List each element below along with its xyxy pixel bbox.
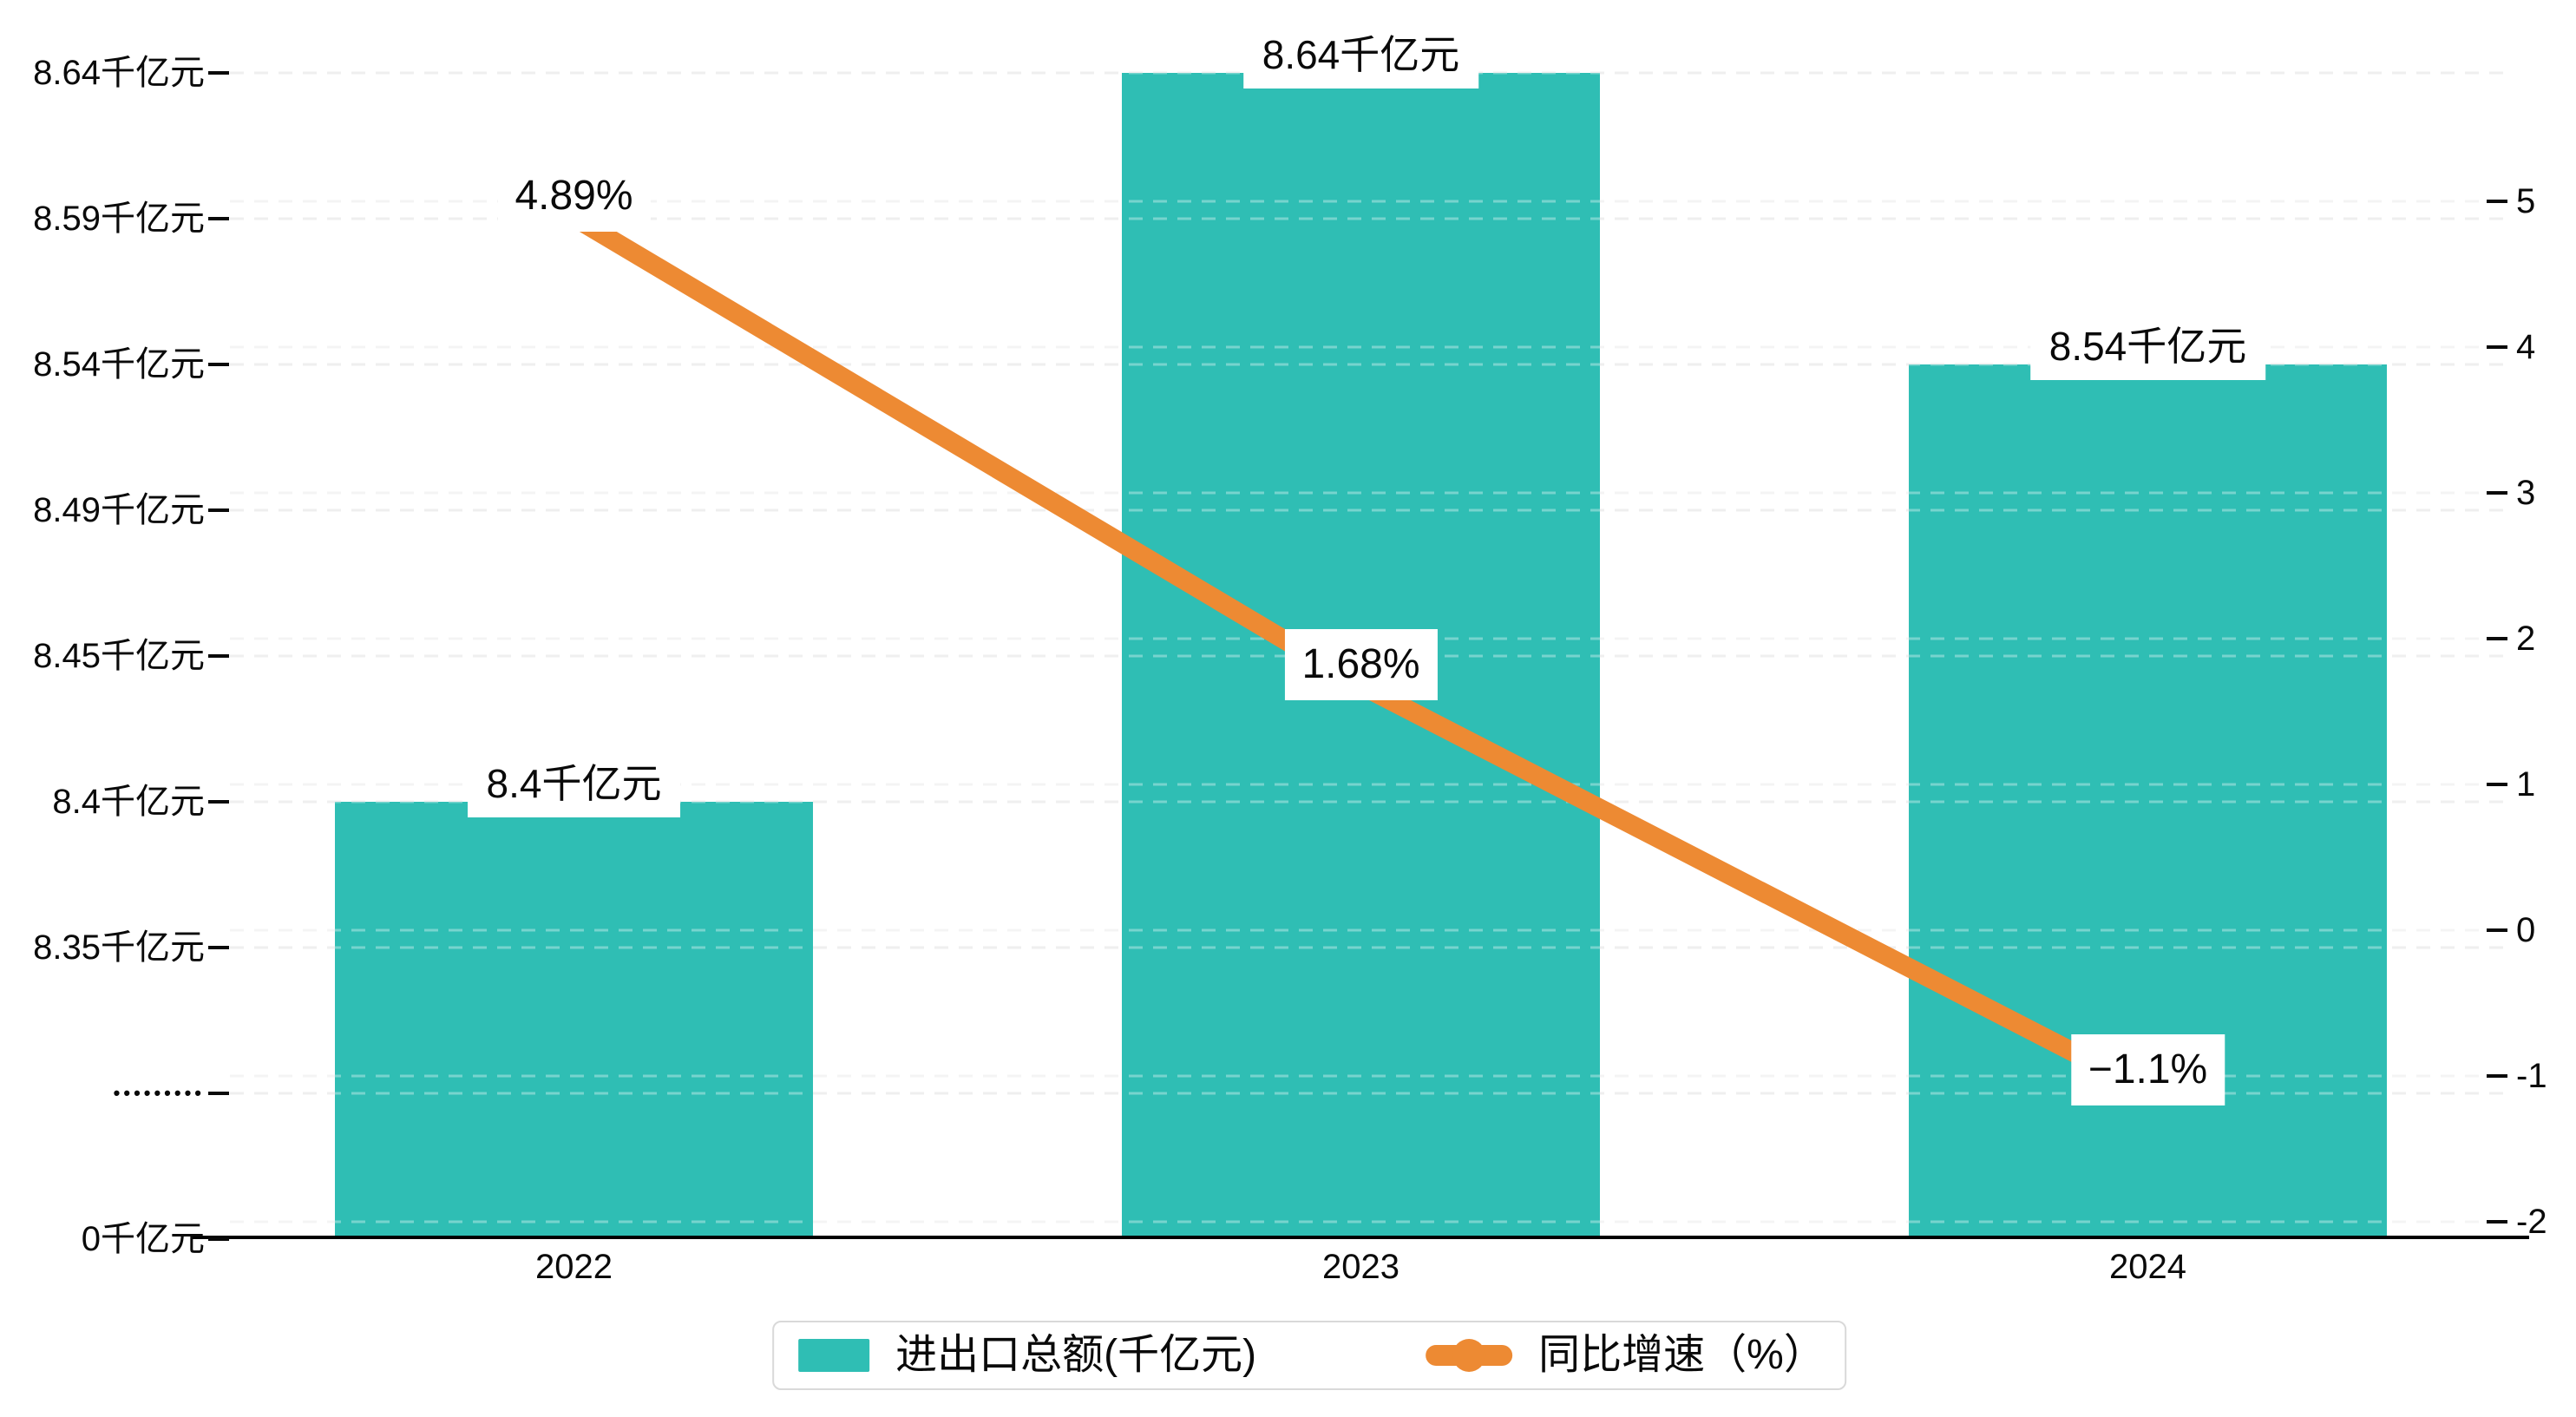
left-axis-tick-label: 8.64千亿元 xyxy=(33,54,205,92)
left-axis-break-symbol: ••••••••• xyxy=(113,1082,205,1104)
x-axis-label-2022: 2022 xyxy=(535,1248,613,1286)
x-axis-label-2023: 2023 xyxy=(1322,1248,1399,1286)
right-axis-tick-label: -2 xyxy=(2516,1203,2547,1241)
right-axis-tick-label: 5 xyxy=(2516,182,2536,220)
x-axis-label-2024: 2024 xyxy=(2109,1248,2186,1286)
bar-value-label-2024: 8.54千亿元 xyxy=(2029,312,2266,380)
legend-label-bar-series: 进出口总额(千亿元) xyxy=(895,1332,1257,1378)
right-axis-tick-label: 1 xyxy=(2516,765,2536,804)
line-swatch-dot xyxy=(1452,1339,1486,1372)
left-axis-tick-label: 8.4千亿元 xyxy=(52,783,205,821)
legend-item-line-series[interactable]: 同比增速（%） xyxy=(1426,1335,1825,1376)
line-series-swatch-icon xyxy=(1426,1339,1513,1372)
left-axis-tick-label: 8.59千亿元 xyxy=(33,200,205,238)
line-value-label-2023: 1.68% xyxy=(1284,628,1438,700)
right-axis-tick-label: 3 xyxy=(2516,474,2536,512)
left-axis-tick-label: 8.35千亿元 xyxy=(33,928,205,967)
left-axis-tick-label: 8.54千亿元 xyxy=(33,345,205,384)
bar-2022[interactable] xyxy=(335,802,813,1237)
line-value-label-2022: 4.89% xyxy=(497,161,651,233)
left-axis-tick-label: 8.45千亿元 xyxy=(33,637,205,675)
line-value-label-2024: −1.1% xyxy=(2070,1033,2225,1105)
legend: 进出口总额(千亿元) 同比增速（%） xyxy=(772,1321,1846,1390)
right-axis-tick-label: 0 xyxy=(2516,911,2536,949)
left-axis-tick-label: 0千亿元 xyxy=(81,1220,205,1258)
legend-item-bar-series[interactable]: 进出口总额(千亿元) xyxy=(798,1335,1256,1376)
right-axis-tick-label: 2 xyxy=(2516,620,2536,658)
left-axis-tick-label: 8.49千亿元 xyxy=(33,491,205,529)
right-axis-tick-label: 4 xyxy=(2516,328,2536,366)
legend-label-line-series: 同比增速（%） xyxy=(1538,1332,1825,1378)
bar-series-swatch-icon xyxy=(798,1339,870,1372)
bar-value-label-2023: 8.64千亿元 xyxy=(1242,21,1479,89)
right-axis-tick-label: -1 xyxy=(2516,1057,2547,1095)
bar-value-label-2022: 8.4千亿元 xyxy=(467,750,681,817)
